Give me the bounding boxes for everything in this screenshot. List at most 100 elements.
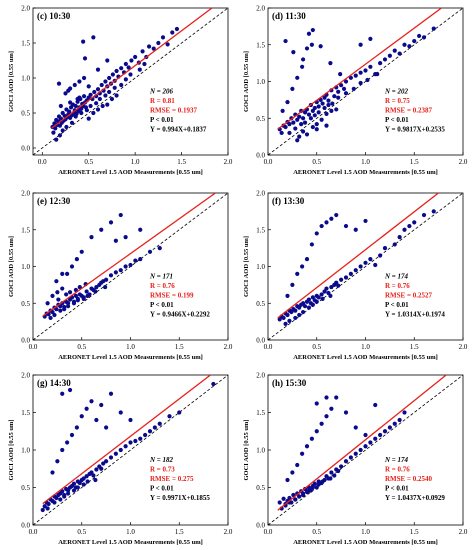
y-tick-label: 0.0 bbox=[21, 337, 30, 345]
y-axis-title: GOCI AOD [0.55 um] bbox=[8, 51, 15, 112]
data-point bbox=[118, 410, 123, 415]
data-point bbox=[56, 297, 61, 302]
data-point bbox=[295, 138, 300, 143]
data-point bbox=[339, 464, 344, 469]
data-point bbox=[402, 42, 407, 47]
stat-equation: Y = 1.0314X+0.1974 bbox=[385, 310, 445, 318]
stat-n: N = 206 bbox=[149, 87, 174, 95]
stat-rmse: RMSE = 0.2540 bbox=[385, 475, 432, 483]
y-tick-label: 0.0 bbox=[256, 152, 265, 160]
data-point bbox=[334, 212, 339, 218]
data-point bbox=[314, 485, 319, 490]
data-point bbox=[60, 271, 65, 276]
data-point bbox=[324, 286, 329, 291]
data-point bbox=[63, 91, 68, 96]
data-point bbox=[304, 444, 310, 449]
data-point bbox=[79, 110, 84, 116]
data-point bbox=[123, 61, 128, 67]
data-point bbox=[328, 61, 333, 66]
data-point bbox=[77, 79, 82, 84]
x-tick-label: 1.5 bbox=[410, 528, 419, 536]
data-point bbox=[310, 124, 315, 130]
data-point bbox=[52, 500, 57, 505]
data-point bbox=[309, 42, 314, 47]
data-point bbox=[343, 459, 349, 464]
data-point bbox=[306, 297, 312, 302]
x-tick-label: 0.0 bbox=[29, 528, 38, 536]
data-point bbox=[358, 264, 363, 269]
y-axis-title: GOCI AOD [0.55 um] bbox=[243, 419, 250, 480]
x-axis-title: AERONET Level 1.5 AOD Measurements [0.55… bbox=[293, 169, 438, 176]
y-tick-label: 0.0 bbox=[256, 337, 265, 345]
data-point bbox=[113, 270, 118, 275]
data-point bbox=[104, 425, 109, 430]
data-point bbox=[312, 481, 317, 486]
plot-area bbox=[268, 375, 463, 525]
data-point bbox=[157, 246, 162, 251]
data-point bbox=[114, 93, 119, 98]
y-tick-label: 2.0 bbox=[256, 190, 265, 198]
data-point bbox=[363, 218, 368, 224]
data-point bbox=[382, 429, 388, 434]
y-tick-label: 2.0 bbox=[256, 372, 265, 380]
data-point bbox=[143, 432, 148, 438]
data-point bbox=[108, 455, 114, 460]
data-point bbox=[60, 391, 65, 396]
data-point bbox=[62, 307, 67, 312]
data-point bbox=[109, 96, 115, 102]
data-point bbox=[91, 110, 96, 116]
y-tick-label: 1.0 bbox=[256, 263, 265, 271]
data-point bbox=[62, 494, 67, 499]
data-point bbox=[293, 497, 298, 502]
data-point bbox=[297, 114, 302, 119]
data-point bbox=[108, 391, 114, 396]
data-point bbox=[285, 99, 290, 105]
data-point bbox=[283, 38, 288, 44]
data-point bbox=[112, 85, 117, 90]
data-point bbox=[320, 101, 325, 106]
one-to-one-line bbox=[33, 8, 228, 155]
data-point bbox=[84, 474, 89, 479]
data-point bbox=[91, 35, 96, 40]
data-point bbox=[293, 308, 298, 313]
plot-area bbox=[33, 193, 228, 340]
scatter-panel: 0.00.0 0.5 0.5 1.0 1.0 1.5 1.5 2.0 2.0 AERONET Le… bbox=[243, 372, 468, 547]
data-point bbox=[358, 447, 363, 453]
y-axis-title: GOCI AOD [0.55 um] bbox=[8, 419, 15, 480]
data-point bbox=[71, 488, 77, 493]
data-point bbox=[82, 56, 88, 61]
data-point bbox=[165, 42, 170, 47]
data-point bbox=[314, 231, 319, 236]
plot-area bbox=[268, 8, 463, 155]
stat-r: R = 0.76 bbox=[385, 282, 410, 290]
data-point bbox=[152, 425, 157, 430]
data-point bbox=[378, 432, 383, 438]
data-point bbox=[373, 262, 378, 268]
y-tick-label: 0.5 bbox=[256, 115, 265, 123]
data-point bbox=[295, 75, 300, 80]
data-point bbox=[316, 295, 321, 300]
x-tick-label: 0.0 bbox=[264, 158, 273, 166]
data-point bbox=[99, 82, 104, 88]
data-point bbox=[81, 296, 86, 301]
data-point bbox=[81, 39, 86, 44]
data-point bbox=[67, 109, 72, 114]
data-point bbox=[397, 51, 402, 56]
data-point bbox=[301, 491, 306, 496]
data-point bbox=[46, 501, 51, 507]
data-point bbox=[84, 289, 89, 294]
regression-line bbox=[51, 8, 213, 129]
data-point bbox=[287, 495, 292, 501]
data-point bbox=[280, 108, 285, 113]
data-point bbox=[312, 105, 317, 111]
plot-area bbox=[33, 8, 228, 155]
data-point bbox=[353, 451, 358, 456]
data-point bbox=[65, 271, 70, 276]
stat-p: P < 0.01 bbox=[385, 485, 409, 493]
data-point bbox=[306, 305, 312, 310]
data-point bbox=[368, 440, 373, 445]
x-tick-label: 2.0 bbox=[459, 528, 468, 536]
data-point bbox=[306, 488, 312, 493]
data-point bbox=[45, 506, 50, 511]
